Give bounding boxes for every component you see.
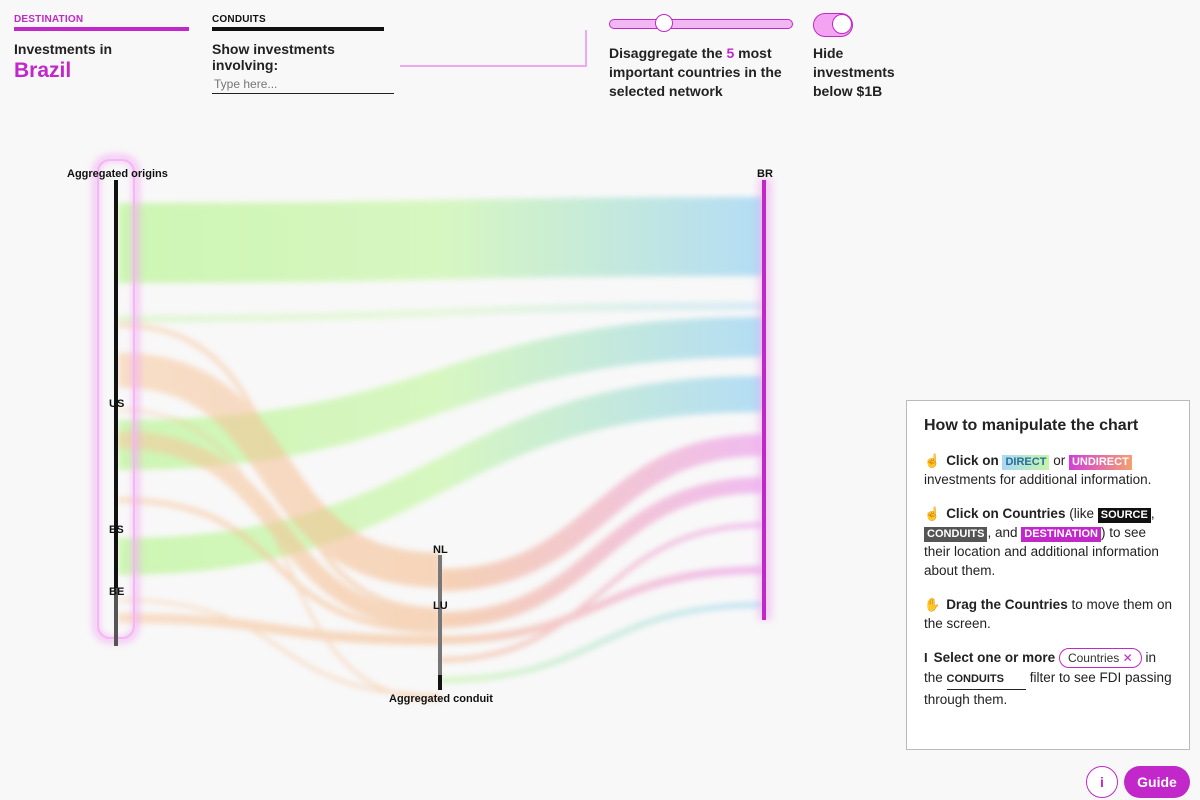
destination-heading: Investments in (14, 41, 113, 57)
flow-indirect-us-lu[interactable] (117, 431, 441, 629)
flow-direct-aggregated-br[interactable] (118, 197, 763, 283)
direct-chip: DIRECT (1002, 455, 1050, 470)
guide-drag: Drag the Countries (946, 597, 1068, 612)
node-label-aggregated-conduit[interactable]: Aggregated conduit (389, 693, 493, 705)
guide-and: , and (987, 525, 1018, 540)
flow-indirect-us-nl[interactable] (117, 352, 441, 588)
destination-chip: DESTINATION (1021, 527, 1101, 542)
guide-button[interactable]: Guide (1124, 766, 1190, 798)
conduits-tab-label: CONDUITS (212, 14, 266, 25)
node-label-br[interactable]: BR (757, 168, 773, 180)
conduits-section: CONDUITS Show investments involving: (212, 14, 394, 94)
flow-conduit-lu-br-2[interactable] (439, 566, 764, 644)
flow-conduit-aggr-br-2[interactable] (439, 522, 764, 663)
flow-conduit-nl-br[interactable] (439, 434, 764, 591)
guide-item-select: I Select one or more Countries ✕ in the C… (924, 648, 1173, 709)
flow-conduit-aggr-br[interactable] (439, 602, 764, 683)
node-label-nl[interactable]: NL (433, 544, 448, 556)
destination-tab-label: DESTINATION (14, 14, 84, 25)
guide-click-on: Click on (946, 453, 999, 468)
hide-small-toggle-knob[interactable] (832, 14, 852, 34)
flow-indirect-be-lu[interactable] (117, 613, 441, 645)
guide-line2-tail: ) to see their location and additional i… (924, 525, 1159, 578)
destination-value[interactable]: Brazil (14, 59, 72, 82)
flow-direct-thin-br[interactable] (118, 302, 763, 323)
guide-select: Select one or more (933, 650, 1056, 665)
flow-direct-us-br-1[interactable] (118, 317, 763, 470)
br-node-bar[interactable] (762, 180, 766, 620)
conduit-node-bar[interactable] (438, 555, 442, 690)
node-label-be[interactable]: BE (109, 586, 125, 598)
conduits-filter-field: CONDUITS (946, 670, 1026, 690)
flow-indirect-es-lu[interactable] (117, 497, 441, 633)
guide-title: How to manipulate the chart (924, 417, 1139, 434)
guide-in: in (1145, 650, 1156, 665)
flow-indirect-be-aggr[interactable] (117, 598, 441, 697)
guide-item-drag: ✋ Drag the Countries to move them on the … (924, 595, 1173, 633)
node-label-aggregated-origins[interactable]: Aggregated origins (67, 168, 168, 180)
close-icon: ✕ (1122, 651, 1133, 665)
flow-indirect-us-aggr[interactable] (117, 408, 441, 702)
guide-panel: How to manipulate the chart ☝ Click on DI… (906, 400, 1190, 750)
flow-indirect-origin-lu[interactable] (117, 322, 441, 613)
conduits-connector-line (400, 30, 587, 67)
disaggregate-count: 5 (726, 45, 735, 61)
origin-node-bar[interactable] (114, 180, 118, 646)
conduits-search-input[interactable] (212, 77, 394, 94)
node-label-es[interactable]: ES (109, 524, 124, 536)
disaggregate-slider-track[interactable] (609, 19, 793, 29)
destination-tab-bar (14, 27, 189, 31)
guide-or: or (1053, 453, 1066, 468)
guide-item-click-investments: ☝ Click on DIRECT or UNDIRECT investments… (924, 451, 1173, 489)
guide-the: the (924, 670, 943, 685)
guide-line3-tail: to move them on the screen. (924, 597, 1173, 631)
pointer-hand-icon: ☝ (924, 453, 941, 468)
disaggregate-text-post: most important countries in the selected… (609, 45, 782, 99)
undirect-chip: UNDIRECT (1068, 455, 1132, 470)
source-chip: SOURCE (1097, 508, 1151, 523)
disaggregate-slider-thumb[interactable] (655, 14, 673, 32)
hide-small-investments-control: Hide investments below $1B (813, 13, 908, 101)
disaggregate-text: Disaggregate the 5 most important countr… (609, 44, 794, 101)
hide-small-text: Hide investments below $1B (813, 45, 895, 99)
guide-line1-tail: investments for additional information. (924, 472, 1152, 487)
countries-pill: Countries ✕ (1058, 648, 1142, 668)
disaggregate-text-pre: Disaggregate the (609, 45, 723, 61)
node-label-us[interactable]: US (109, 398, 125, 410)
conduits-heading: Show investments involving: (212, 41, 335, 73)
conduits-tab-bar (212, 27, 384, 31)
guide-like: (like (1069, 506, 1094, 521)
text-cursor-icon: I (924, 650, 928, 665)
info-button[interactable]: i (1086, 766, 1118, 798)
flow-conduit-lu-br[interactable] (439, 477, 764, 628)
conduits-chip: CONDUITS (924, 527, 988, 542)
guide-item-click-countries: ☝ Click on Countries (like SOURCE, CONDUI… (924, 506, 1159, 578)
destination-section: DESTINATION Investments in Brazil (14, 14, 189, 83)
guide-line4-tail: filter to see FDI passing through them. (924, 670, 1172, 707)
pointer-hand-icon: ☝ (924, 506, 941, 521)
guide-click-countries: Click on Countries (946, 506, 1066, 521)
sankey-chart (93, 155, 772, 702)
grab-hand-icon: ✋ (924, 597, 941, 612)
node-label-lu[interactable]: LU (433, 600, 448, 612)
hide-small-toggle[interactable] (813, 13, 853, 37)
